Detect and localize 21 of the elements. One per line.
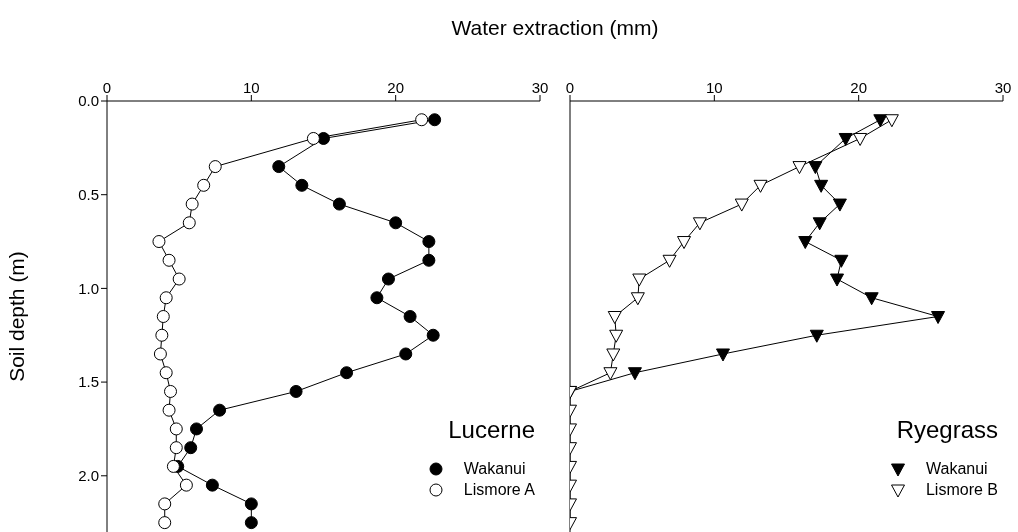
x-tick-label: 30 — [994, 79, 1012, 96]
legend-label: Wakanui — [925, 459, 988, 478]
x-tick-label: 0 — [102, 79, 112, 96]
x-tick-label: 20 — [850, 79, 868, 96]
legend-title: Lucerne — [447, 416, 535, 444]
y-tick-label: 2.0 — [78, 467, 99, 485]
legend-label: Wakanui — [463, 459, 526, 478]
y-tick-label: 1.0 — [78, 279, 99, 297]
x-tick-label: 0 — [565, 79, 575, 96]
legend-label: Lismore B — [925, 480, 998, 499]
y-tick-label: 0.5 — [78, 186, 99, 204]
x-tick-label: 30 — [531, 79, 549, 96]
x-tick-label: 10 — [242, 79, 260, 96]
legend-label: Lismore A — [463, 480, 535, 499]
x-tick-label: 20 — [387, 79, 405, 96]
legend-title: Ryegrass — [895, 416, 998, 444]
x-tick-label: 10 — [705, 79, 723, 96]
y-axis-title: Soil depth (m) — [5, 251, 29, 382]
y-tick-label: 1.5 — [78, 373, 99, 391]
y-tick-label: 0.0 — [78, 92, 99, 110]
x-axis-title: Water extraction (mm) — [450, 16, 660, 40]
